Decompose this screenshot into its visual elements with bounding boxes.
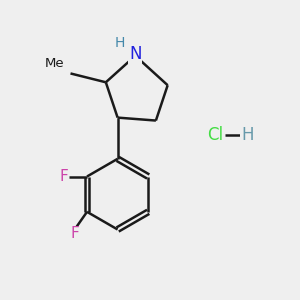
Text: Me: Me	[44, 57, 64, 70]
Text: N: N	[129, 45, 142, 63]
Text: H: H	[241, 126, 253, 144]
Text: Cl: Cl	[207, 126, 223, 144]
Text: F: F	[71, 226, 80, 242]
Text: H: H	[115, 35, 125, 50]
Text: F: F	[60, 169, 68, 184]
